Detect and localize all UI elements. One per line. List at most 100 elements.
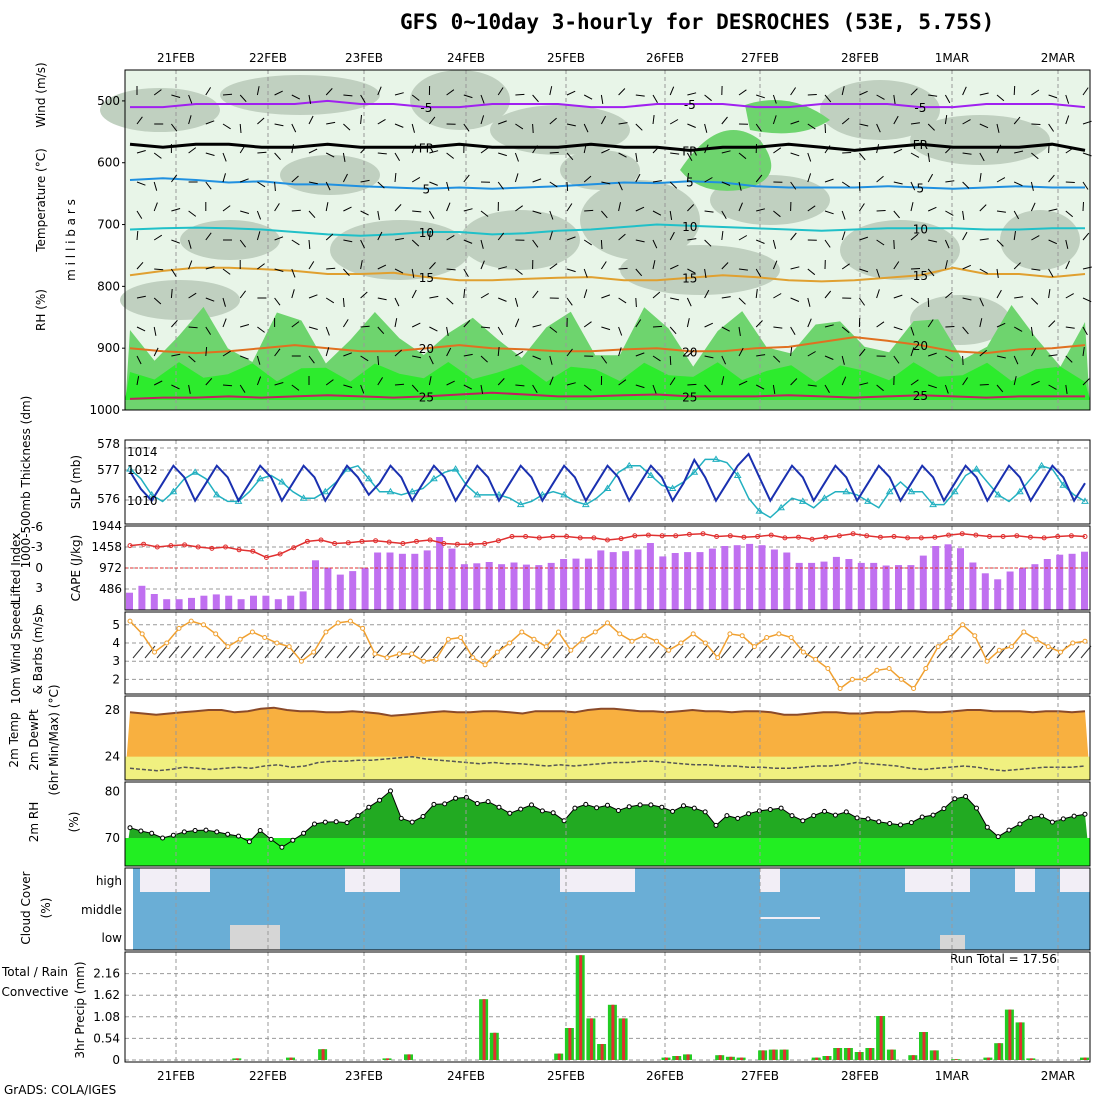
wind-barb [945, 355, 954, 362]
wind-speed-marker [1058, 649, 1063, 655]
wind-barb [876, 210, 886, 212]
wind-barb [498, 120, 507, 125]
thickness-marker [668, 484, 677, 491]
wind-tick-label: 2 [112, 672, 120, 686]
wind-speed-marker [837, 686, 843, 691]
wind-barb [239, 384, 246, 393]
temperature-contour-label: 25 [913, 389, 928, 403]
cape-tick-label: 486 [99, 582, 122, 596]
wind-barb [394, 349, 403, 357]
wind-speed-marker [249, 629, 255, 635]
wind-barb-10m [804, 645, 816, 659]
wind-speed-marker [825, 666, 831, 671]
cape-bar [733, 545, 741, 610]
wind-barb [153, 297, 162, 305]
date-label-bottom: 24FEB [447, 1069, 485, 1083]
cape-bar [981, 573, 989, 610]
lifted-index-label: Lifted Index [9, 533, 23, 604]
thickness-marker [516, 500, 525, 508]
wind-barb [532, 239, 539, 248]
wind-barb [497, 378, 505, 386]
precip-convective-bar [740, 1057, 744, 1060]
wind-barb [807, 94, 817, 96]
wind-barb [463, 268, 469, 277]
lifted-index-marker [441, 541, 447, 546]
rh-marker [974, 805, 979, 811]
wind-barb [394, 237, 404, 241]
rh-marker [594, 805, 600, 811]
wind-barb-10m [600, 645, 612, 659]
rh-marker [583, 801, 589, 807]
wind-barb [927, 319, 934, 328]
wind-barb [790, 181, 797, 190]
wind-barb-10m [768, 645, 780, 659]
precip-convective-bar [986, 1057, 990, 1060]
wind-barb [601, 326, 611, 331]
wind-barb [790, 378, 798, 386]
wind-barb [1082, 326, 1088, 336]
wind-barb [979, 349, 988, 357]
precip-convective-bar [933, 1050, 937, 1060]
wind-barb [497, 87, 504, 96]
wind-barb [549, 376, 554, 386]
temperature-contour-label: 10 [419, 226, 434, 240]
wind-barb [1082, 181, 1089, 190]
wind-barb-10m [684, 645, 696, 659]
cape-bar [126, 592, 133, 610]
wind-barb [928, 352, 937, 357]
date-label-top: 24FEB [447, 51, 485, 65]
wind-barb [188, 94, 193, 104]
wind-barb [532, 324, 542, 328]
rh-marker [854, 815, 860, 821]
wind-barb [377, 297, 387, 301]
rh-marker [160, 835, 166, 841]
wind-barb [566, 236, 576, 241]
rh-marker [735, 815, 741, 821]
wind-barb [618, 88, 626, 96]
cape-bar [287, 595, 295, 610]
wind-barb [153, 347, 159, 357]
wind-barb [1013, 376, 1017, 386]
wind-barb [790, 152, 800, 157]
wind-speed-marker [127, 618, 133, 624]
lifted-index-marker [400, 541, 406, 546]
wind-barb [394, 92, 404, 96]
wind-barb [308, 239, 311, 250]
wind-barb [996, 144, 1002, 154]
lifted-index-marker [700, 531, 706, 537]
wind-barb [136, 295, 146, 299]
wind-barb-10m [792, 645, 804, 659]
wind-barb [1048, 320, 1056, 328]
wind-barb [274, 297, 281, 306]
wind-barb [274, 348, 281, 357]
wind-speed-marker [323, 629, 329, 635]
rh-contour-50 [560, 150, 640, 190]
wind-speed-marker [592, 629, 598, 635]
wind-barb [583, 321, 592, 328]
wind-barb [876, 123, 881, 133]
temperature-contour-label: FR [419, 141, 434, 155]
wind-barb [170, 123, 178, 132]
wind-speed-marker [898, 676, 904, 682]
rh-marker [312, 821, 317, 827]
wind-barb [858, 203, 865, 212]
wind-barb [1013, 116, 1021, 125]
wind-speed-marker [360, 625, 366, 631]
thickness-marker [798, 497, 807, 504]
wind-barb [600, 239, 603, 250]
cape-bar [994, 579, 1002, 610]
lifted-index-tick-label: 6 [35, 603, 43, 617]
precip-convective-bar [1008, 1009, 1012, 1060]
wind-barb [549, 326, 558, 333]
wind-barb [1082, 378, 1090, 386]
wind-barb [841, 263, 850, 270]
rain-total-label: Total / Rain [1, 965, 68, 979]
cape-bar [423, 550, 431, 610]
wind-barb [876, 239, 885, 246]
wind-barb [721, 355, 727, 365]
wind-barb [962, 152, 972, 155]
rh-contour-50 [220, 75, 380, 115]
wind-barb [325, 233, 334, 241]
wind-barb [859, 236, 869, 241]
wind-barb [291, 94, 301, 100]
